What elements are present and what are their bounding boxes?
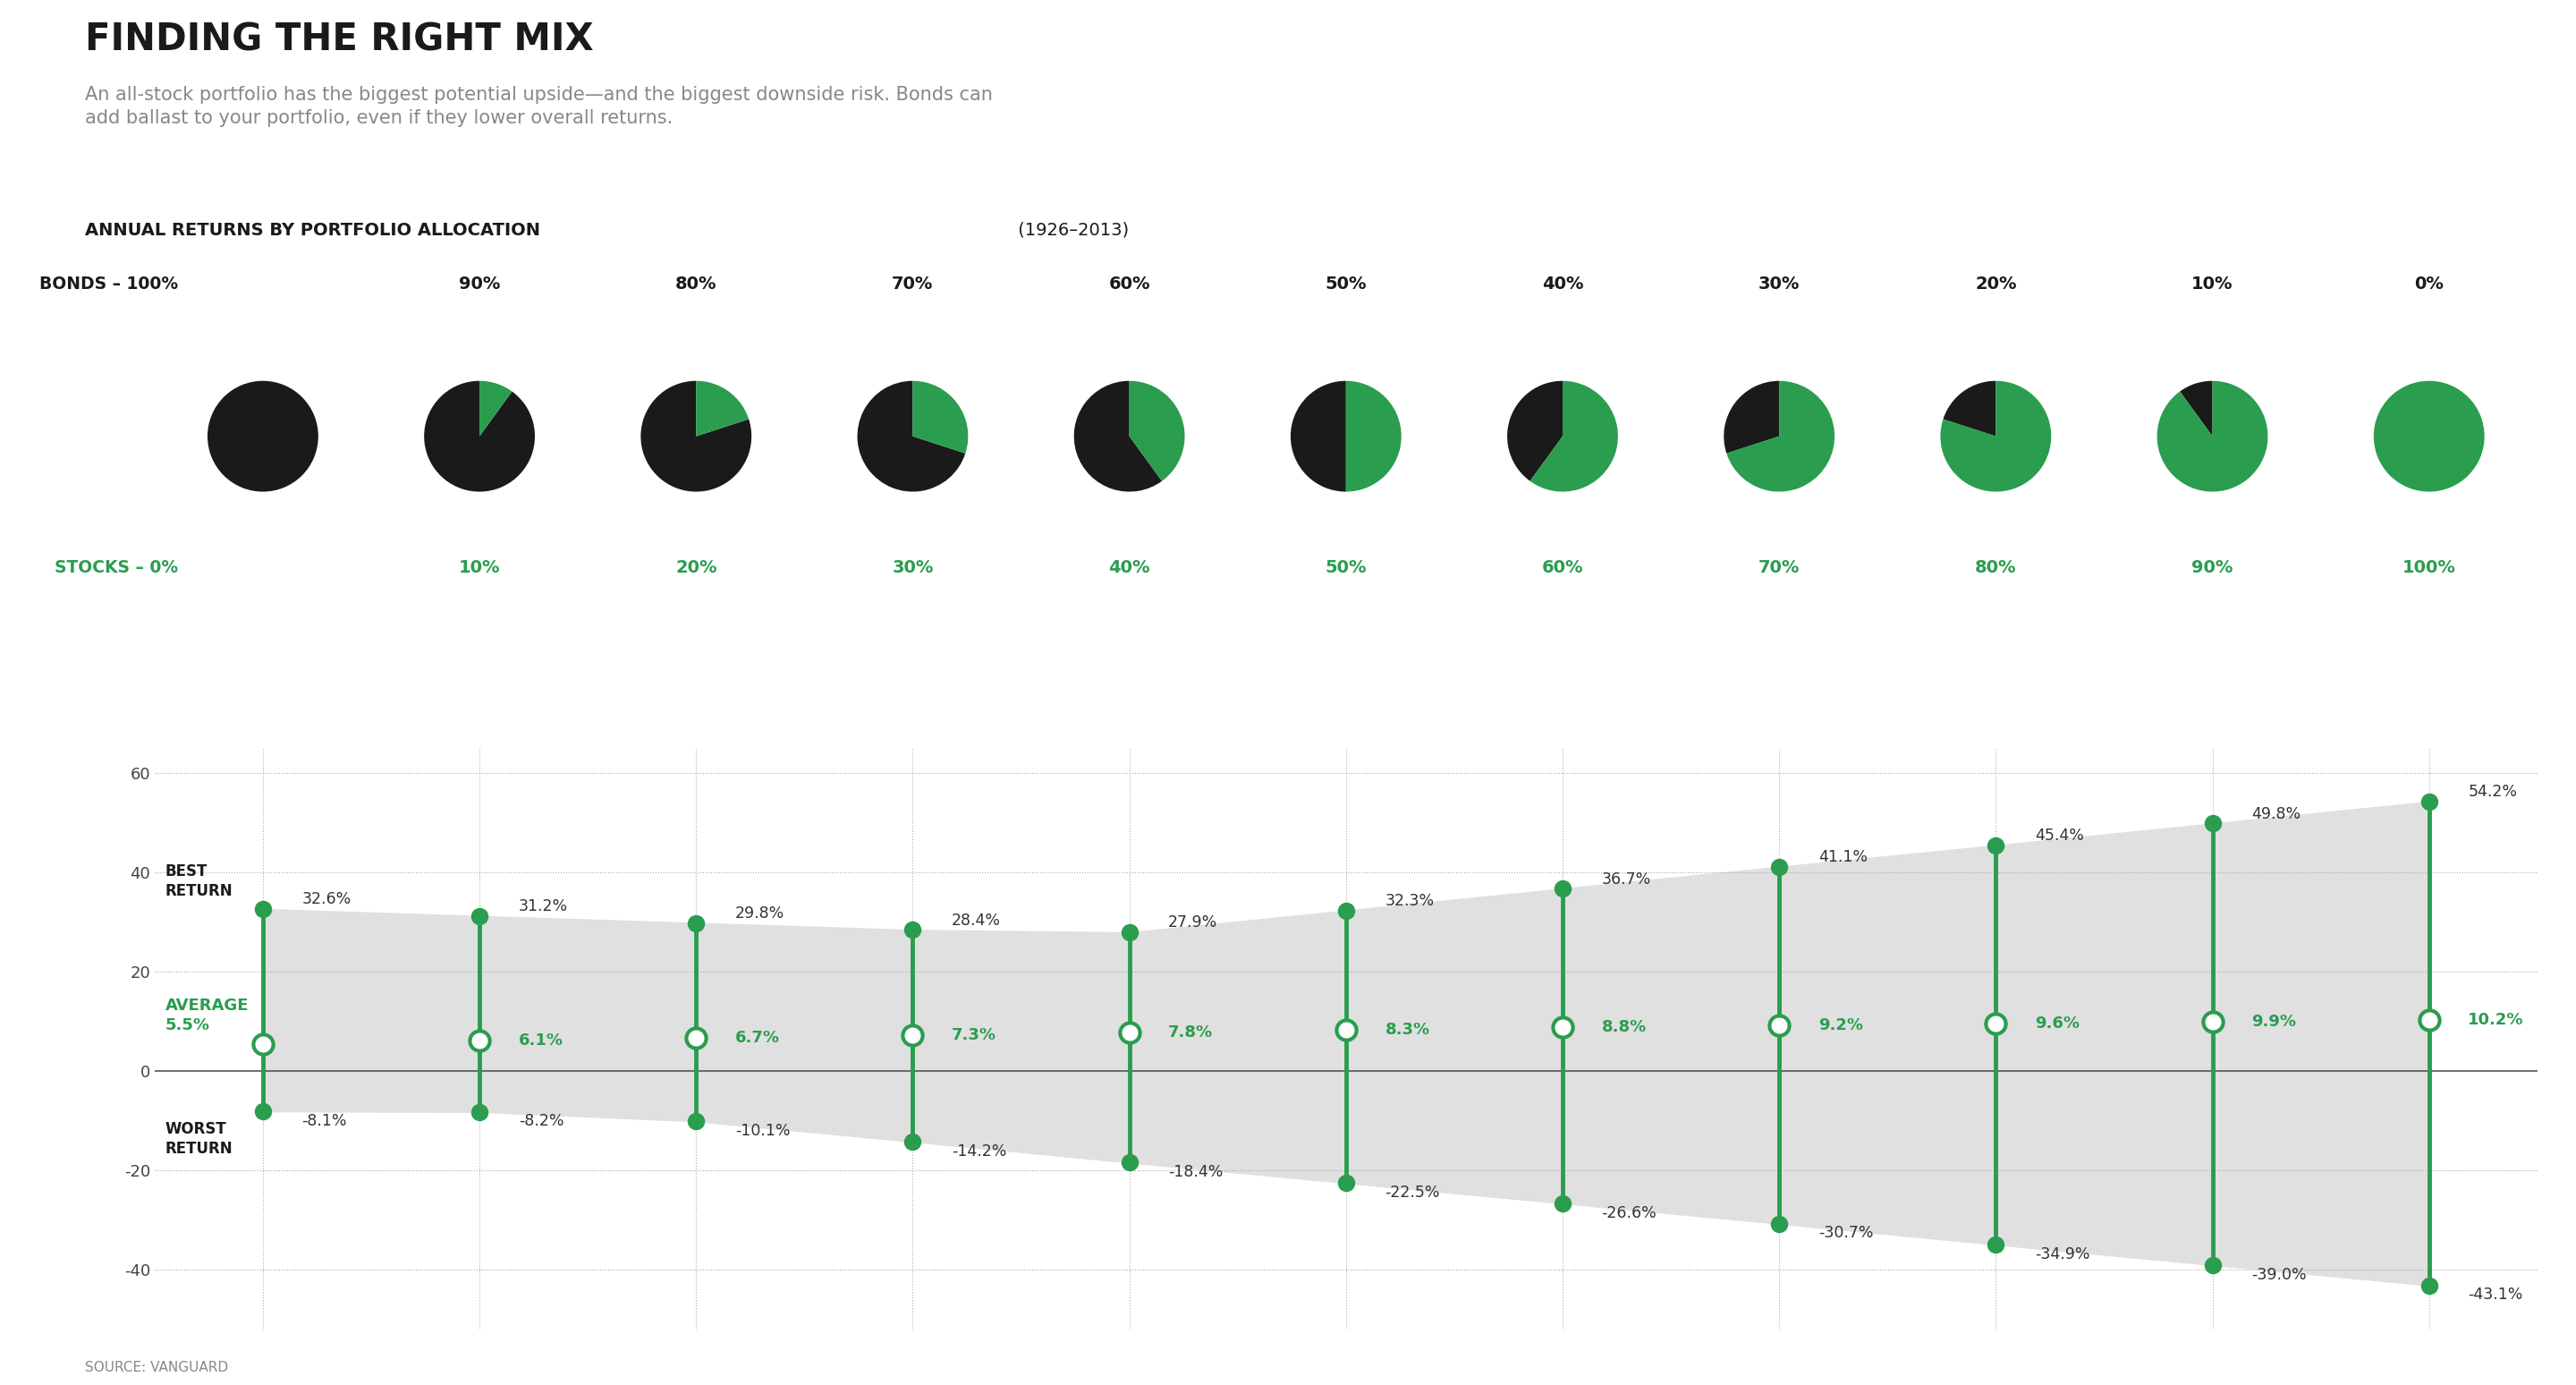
Wedge shape	[1530, 381, 1618, 492]
Text: 70%: 70%	[1759, 560, 1801, 576]
Text: 20%: 20%	[1976, 276, 2017, 292]
Wedge shape	[1723, 381, 1780, 453]
Text: 40%: 40%	[1108, 560, 1149, 576]
Wedge shape	[209, 381, 319, 492]
Text: -43.1%: -43.1%	[2468, 1287, 2522, 1303]
Wedge shape	[2156, 381, 2267, 492]
Text: 100%: 100%	[2403, 560, 2455, 576]
Wedge shape	[641, 381, 752, 492]
Text: 29.8%: 29.8%	[734, 906, 786, 921]
Text: 70%: 70%	[891, 276, 933, 292]
Text: 6.7%: 6.7%	[734, 1029, 781, 1046]
Wedge shape	[2179, 381, 2213, 436]
Text: 32.6%: 32.6%	[301, 892, 350, 907]
Text: 32.3%: 32.3%	[1386, 893, 1435, 909]
Wedge shape	[1507, 381, 1564, 481]
Text: -18.4%: -18.4%	[1170, 1163, 1224, 1180]
Text: 10.2%: 10.2%	[2468, 1012, 2524, 1029]
Text: 90%: 90%	[459, 276, 500, 292]
Text: 10%: 10%	[459, 560, 500, 576]
Wedge shape	[696, 381, 750, 436]
Text: 20%: 20%	[675, 560, 716, 576]
Text: 9.2%: 9.2%	[1819, 1017, 1862, 1033]
Text: -26.6%: -26.6%	[1602, 1205, 1656, 1222]
Text: (1926–2013): (1926–2013)	[1012, 222, 1128, 238]
Wedge shape	[1726, 381, 1834, 492]
Text: AVERAGE
5.5%: AVERAGE 5.5%	[165, 997, 250, 1033]
Wedge shape	[1940, 381, 2050, 492]
Text: 9.9%: 9.9%	[2251, 1014, 2295, 1030]
Wedge shape	[479, 381, 513, 436]
Text: -30.7%: -30.7%	[1819, 1226, 1873, 1241]
Wedge shape	[912, 381, 969, 453]
Text: An all-stock portfolio has the biggest potential upside—and the biggest downside: An all-stock portfolio has the biggest p…	[85, 86, 992, 127]
Text: 9.6%: 9.6%	[2035, 1015, 2079, 1032]
Text: 50%: 50%	[1324, 276, 1368, 292]
Text: 31.2%: 31.2%	[518, 899, 567, 914]
Wedge shape	[1128, 381, 1185, 481]
Text: FINDING THE RIGHT MIX: FINDING THE RIGHT MIX	[85, 21, 592, 58]
Text: 54.2%: 54.2%	[2468, 784, 2517, 801]
Text: STOCKS – 0%: STOCKS – 0%	[54, 560, 178, 576]
Text: -14.2%: -14.2%	[951, 1143, 1007, 1159]
Text: 28.4%: 28.4%	[951, 913, 1002, 928]
Text: 80%: 80%	[675, 276, 716, 292]
Text: -8.2%: -8.2%	[518, 1114, 564, 1129]
Text: -22.5%: -22.5%	[1386, 1184, 1440, 1201]
Wedge shape	[425, 381, 536, 492]
Text: 90%: 90%	[2192, 560, 2233, 576]
Text: 27.9%: 27.9%	[1170, 914, 1218, 931]
Text: BONDS – 100%: BONDS – 100%	[39, 276, 178, 292]
Text: 7.3%: 7.3%	[951, 1026, 997, 1043]
Text: SOURCE: VANGUARD: SOURCE: VANGUARD	[85, 1360, 229, 1374]
Wedge shape	[1345, 381, 1401, 492]
Text: 41.1%: 41.1%	[1819, 849, 1868, 866]
Wedge shape	[1942, 381, 1996, 436]
Text: WORST
RETURN: WORST RETURN	[165, 1122, 232, 1158]
Wedge shape	[2372, 381, 2483, 492]
Text: -34.9%: -34.9%	[2035, 1246, 2089, 1262]
Text: 6.1%: 6.1%	[518, 1033, 564, 1048]
Text: 7.8%: 7.8%	[1170, 1025, 1213, 1040]
Text: -39.0%: -39.0%	[2251, 1266, 2306, 1283]
Text: 8.8%: 8.8%	[1602, 1019, 1646, 1036]
Text: 8.3%: 8.3%	[1386, 1022, 1430, 1037]
Text: ANNUAL RETURNS BY PORTFOLIO ALLOCATION: ANNUAL RETURNS BY PORTFOLIO ALLOCATION	[85, 222, 541, 238]
Text: 60%: 60%	[1543, 560, 1584, 576]
Wedge shape	[1291, 381, 1345, 492]
Text: -10.1%: -10.1%	[734, 1123, 791, 1138]
Wedge shape	[858, 381, 966, 492]
Text: 10%: 10%	[2192, 276, 2233, 292]
Text: BEST
RETURN: BEST RETURN	[165, 863, 232, 899]
Text: 80%: 80%	[1976, 560, 2017, 576]
Text: 60%: 60%	[1108, 276, 1149, 292]
Text: 50%: 50%	[1324, 560, 1368, 576]
Text: 40%: 40%	[1543, 276, 1584, 292]
Text: 45.4%: 45.4%	[2035, 828, 2084, 843]
Text: -8.1%: -8.1%	[301, 1112, 348, 1129]
Text: 30%: 30%	[891, 560, 933, 576]
Text: 36.7%: 36.7%	[1602, 871, 1651, 888]
Text: 30%: 30%	[1759, 276, 1801, 292]
Text: 0%: 0%	[2414, 276, 2445, 292]
Wedge shape	[1074, 381, 1162, 492]
Text: 49.8%: 49.8%	[2251, 806, 2300, 821]
